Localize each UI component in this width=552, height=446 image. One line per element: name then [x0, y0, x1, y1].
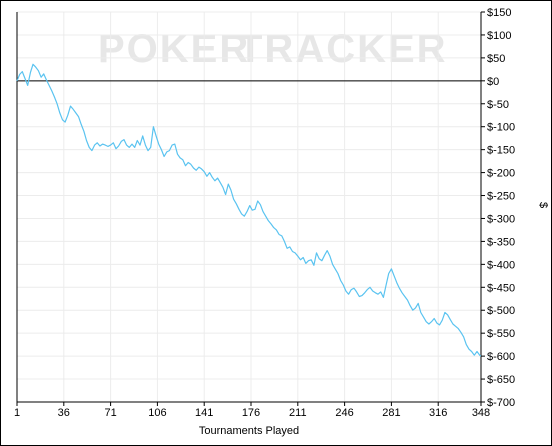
y-tick-label: $100: [487, 30, 511, 42]
y-tick-label: $-150: [487, 145, 515, 157]
y-axis-title: $: [537, 202, 549, 208]
y-tick-label: $-450: [487, 282, 515, 294]
plot-area: [16, 12, 482, 403]
x-tick-label: 211: [289, 407, 307, 419]
y-tick-label: $-550: [487, 328, 515, 340]
x-tick-label: 71: [104, 407, 116, 419]
y-tick-label: $150: [487, 7, 511, 19]
x-tick-label: 348: [472, 407, 490, 419]
y-tick-label: $-700: [487, 397, 515, 409]
watermark-poker-text: POKER: [98, 27, 250, 71]
pokertracker-watermark: POKER TRACKER: [98, 27, 448, 71]
y-tick-label: $0: [487, 76, 499, 88]
series-group: [16, 63, 482, 357]
x-tick-label: 1: [14, 407, 20, 419]
x-tick-label: 106: [148, 407, 166, 419]
y-axis: $150 $100 $50 $0 $-50 $-100 $-150 $-200 $-250 $-3…: [481, 7, 515, 409]
y-tick-label: $50: [487, 53, 505, 65]
y-tick-label: $-650: [487, 374, 515, 386]
y-tick-label: $-500: [487, 305, 515, 317]
x-tick-label: 316: [429, 407, 447, 419]
y-tick-label: $-50: [487, 99, 509, 111]
y-tick-label: $-100: [487, 122, 515, 134]
x-tick-label: 36: [58, 407, 70, 419]
watermark-tracker-text: TRACKER: [238, 27, 448, 71]
profit-line-series: [16, 63, 482, 357]
y-tick-label: $-600: [487, 351, 515, 363]
x-tick-label: 281: [382, 407, 400, 419]
x-axis: 1 36 71 106 141 176 211 246 281 316 348: [14, 402, 490, 419]
y-tick-label: $-250: [487, 191, 515, 203]
x-tick-label: 176: [242, 407, 260, 419]
x-tick-label: 246: [335, 407, 353, 419]
y-tick-label: $-350: [487, 236, 515, 248]
y-tick-label: $-400: [487, 259, 515, 271]
y-tick-label: $-200: [487, 168, 515, 180]
x-tick-label: 141: [195, 407, 213, 419]
x-axis-title: Tournaments Played: [199, 425, 299, 437]
y-tick-label: $-300: [487, 213, 515, 225]
